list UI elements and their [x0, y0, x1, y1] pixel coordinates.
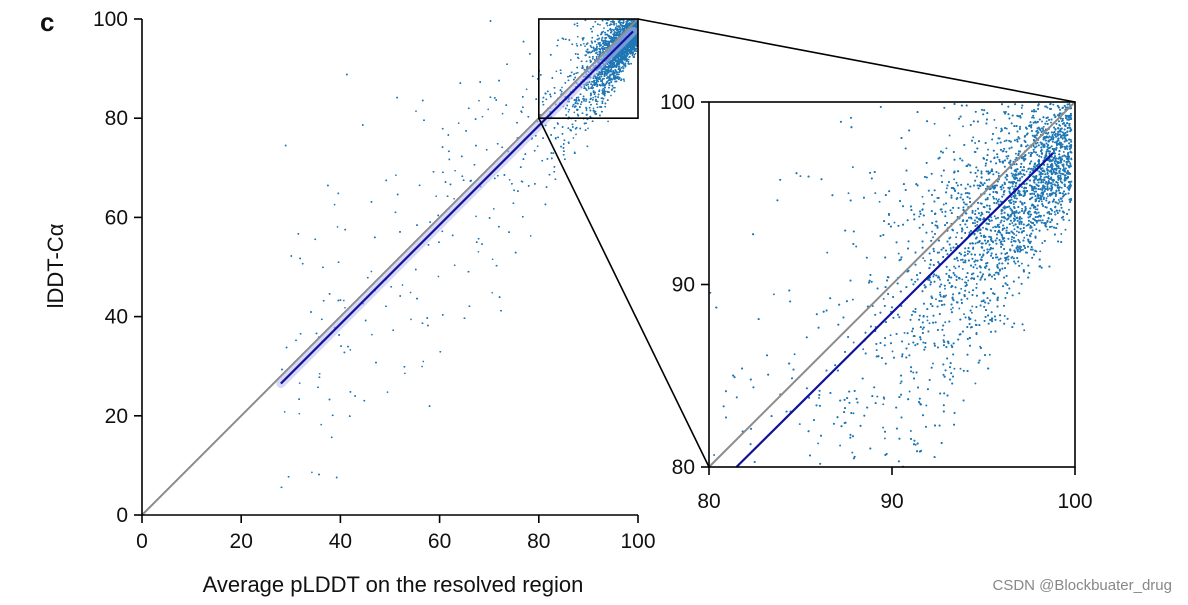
data-point: [583, 98, 586, 100]
data-point: [415, 110, 417, 112]
data-point: [478, 99, 480, 102]
data-point: [634, 52, 637, 55]
data-point: [605, 22, 608, 25]
data-point: [487, 108, 490, 111]
data-point: [575, 133, 577, 136]
data-point: [481, 115, 484, 118]
data-point: [449, 183, 452, 186]
data-point: [584, 45, 586, 47]
data-point: [344, 306, 346, 309]
data-point: [615, 25, 618, 27]
data-point: [404, 372, 406, 375]
data-point: [610, 94, 612, 97]
data-point: [386, 391, 389, 393]
data-point: [613, 31, 616, 33]
main-points: [280, 18, 638, 489]
data-point: [614, 86, 616, 89]
data-point: [569, 59, 572, 61]
data-point: [595, 43, 598, 46]
data-point: [576, 71, 579, 74]
data-point: [437, 275, 440, 278]
data-point: [596, 100, 599, 103]
data-point: [492, 208, 495, 210]
data-point: [600, 38, 603, 40]
data-point: [603, 27, 605, 29]
data-point: [553, 127, 556, 129]
data-point: [299, 332, 302, 335]
data-point: [587, 127, 589, 130]
data-point: [298, 412, 301, 415]
data-point: [555, 70, 558, 73]
data-point: [320, 423, 323, 426]
data-point: [395, 174, 397, 177]
data-point: [371, 333, 373, 336]
data-point: [453, 197, 455, 200]
data-point: [572, 137, 575, 139]
data-point: [370, 270, 373, 273]
data-point: [475, 215, 477, 218]
data-point: [491, 291, 494, 294]
data-point: [633, 54, 636, 56]
data-point: [592, 107, 595, 110]
data-point: [501, 112, 504, 115]
data-point: [575, 42, 578, 45]
data-point: [410, 318, 412, 321]
data-point: [349, 349, 352, 351]
data-point: [536, 145, 539, 148]
data-point: [477, 250, 480, 253]
data-point: [444, 181, 447, 183]
data-point: [453, 264, 456, 267]
data-point: [422, 360, 425, 363]
data-point: [573, 111, 576, 114]
data-point: [333, 203, 336, 206]
data-point: [587, 85, 590, 88]
data-point: [605, 74, 608, 76]
data-point: [561, 86, 563, 89]
data-point: [298, 382, 301, 384]
data-point: [576, 35, 579, 38]
data-point: [590, 40, 593, 43]
data-point: [401, 284, 404, 286]
data-point: [330, 436, 333, 439]
data-point: [409, 291, 412, 294]
data-point: [491, 258, 494, 261]
panel-label: c: [40, 7, 54, 37]
data-point: [525, 88, 528, 91]
data-point: [616, 73, 618, 76]
data-point: [599, 24, 601, 26]
data-point: [421, 365, 423, 368]
data-point: [635, 50, 638, 53]
data-point: [435, 195, 438, 198]
data-point: [342, 299, 345, 302]
data-point: [606, 24, 609, 27]
data-point: [318, 372, 321, 375]
data-point: [607, 120, 609, 123]
data-point: [623, 80, 626, 82]
data-point: [615, 23, 618, 25]
data-point: [336, 226, 339, 228]
data-point: [529, 235, 532, 237]
data-point: [567, 110, 570, 113]
data-point: [601, 81, 604, 84]
data-point: [311, 471, 313, 474]
data-point: [585, 100, 587, 103]
data-point: [583, 42, 585, 45]
data-point: [454, 169, 456, 172]
data-point: [585, 109, 588, 112]
data-point: [457, 122, 460, 124]
data-point: [508, 179, 511, 181]
data-point: [592, 96, 595, 99]
data-point: [280, 486, 283, 489]
data-point: [283, 411, 286, 413]
